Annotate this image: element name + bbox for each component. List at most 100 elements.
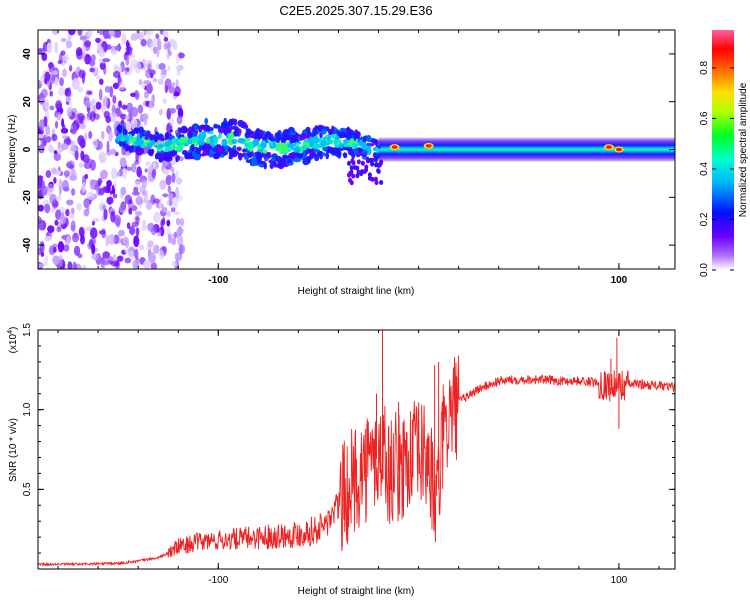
noise-blob [134, 211, 143, 216]
noise-blob [41, 185, 48, 197]
band-blob [344, 147, 352, 151]
band-blob [342, 139, 349, 144]
tail-blob [364, 164, 369, 170]
band-blob [287, 143, 295, 148]
band-blob [260, 142, 267, 149]
noise-blob [131, 163, 137, 173]
noise-blob [75, 202, 83, 211]
peak-2 [425, 144, 432, 148]
noise-blob [56, 111, 62, 121]
tail-blob [355, 165, 360, 171]
noise-blob [39, 76, 44, 84]
band-blob [117, 127, 122, 134]
band-blob [201, 124, 205, 130]
noise-blob [88, 130, 93, 140]
noise-blob [52, 30, 59, 36]
spectrogram-heatmap [38, 30, 675, 269]
noise-blob [134, 61, 142, 74]
noise-blob [124, 257, 131, 264]
band-blob [179, 136, 184, 144]
band-blob [353, 133, 357, 141]
noise-blob [106, 140, 110, 153]
noise-blob [175, 53, 180, 65]
noise-blob [78, 69, 86, 79]
x-tick-label: 100 [611, 575, 628, 586]
noise-blob [99, 78, 104, 86]
noise-blob [49, 193, 57, 205]
colorbar-tick-label: 0.8 [699, 61, 710, 75]
noise-blob [143, 260, 151, 269]
y-tick-label: -40 [22, 237, 33, 252]
band-blob [342, 133, 348, 137]
noise-blob [163, 42, 168, 50]
noise-blob [41, 52, 48, 61]
noise-blob [121, 167, 128, 179]
band-blob [117, 133, 123, 140]
noise-blob [118, 81, 126, 91]
noise-blob [119, 157, 127, 168]
noise-blob [125, 114, 130, 120]
noise-blob [106, 196, 114, 205]
noise-blob [101, 130, 105, 140]
noise-blob [135, 196, 143, 206]
noise-blob [46, 183, 55, 193]
noise-blob [60, 37, 67, 43]
noise-blob [158, 249, 165, 260]
band-blob [375, 147, 380, 153]
noise-blob [162, 98, 167, 104]
noise-blob [166, 41, 171, 54]
noise-blob [121, 104, 128, 110]
y-tick-label: 20 [22, 96, 33, 108]
noise-blob [124, 236, 130, 249]
band-blob [217, 135, 222, 139]
noise-blob [77, 30, 83, 36]
noise-blob [161, 206, 168, 213]
noise-blob [120, 186, 127, 196]
noise-blob [83, 198, 90, 209]
noise-blob [111, 167, 118, 180]
noise-blob [128, 199, 133, 205]
noise-blob [100, 169, 108, 180]
band-blob [194, 124, 198, 132]
band-blob [262, 149, 268, 154]
band-blob [170, 152, 178, 156]
noise-blob [40, 88, 48, 99]
noise-blob [151, 168, 156, 180]
noise-blob [128, 207, 133, 215]
noise-blob [38, 175, 44, 181]
noise-blob [167, 233, 172, 244]
band-blob [244, 124, 249, 130]
noise-blob [95, 101, 102, 110]
noise-blob [78, 147, 83, 153]
noise-blob [86, 90, 93, 95]
noise-blob [71, 188, 76, 196]
band-blob [183, 143, 189, 147]
noise-blob [135, 227, 140, 237]
band-blob [232, 145, 237, 151]
noise-blob [155, 33, 160, 40]
tail-blob [362, 169, 367, 175]
noise-blob [48, 245, 56, 256]
noise-blob [171, 82, 176, 87]
noise-blob [114, 31, 120, 38]
peak-4 [615, 147, 622, 152]
band-blob [321, 146, 328, 152]
band-blob [187, 131, 193, 139]
band-blob [331, 133, 337, 139]
noise-blob [143, 30, 147, 36]
band-blob [215, 144, 222, 152]
noise-blob [85, 226, 92, 231]
noise-blob [158, 108, 163, 116]
spectrogram-ticks: -100 100 -40 -20 0 20 40 [22, 30, 675, 286]
band-blob [220, 153, 225, 158]
noise-blob [54, 76, 59, 87]
noise-blob [68, 213, 75, 219]
noise-blob [101, 204, 107, 210]
band-blob [343, 152, 348, 159]
noise-blob [163, 36, 169, 42]
band-blob [293, 146, 301, 154]
noise-blob [55, 102, 63, 110]
flat-band [378, 137, 675, 162]
noise-blob [38, 216, 42, 224]
band-blob [237, 137, 245, 144]
